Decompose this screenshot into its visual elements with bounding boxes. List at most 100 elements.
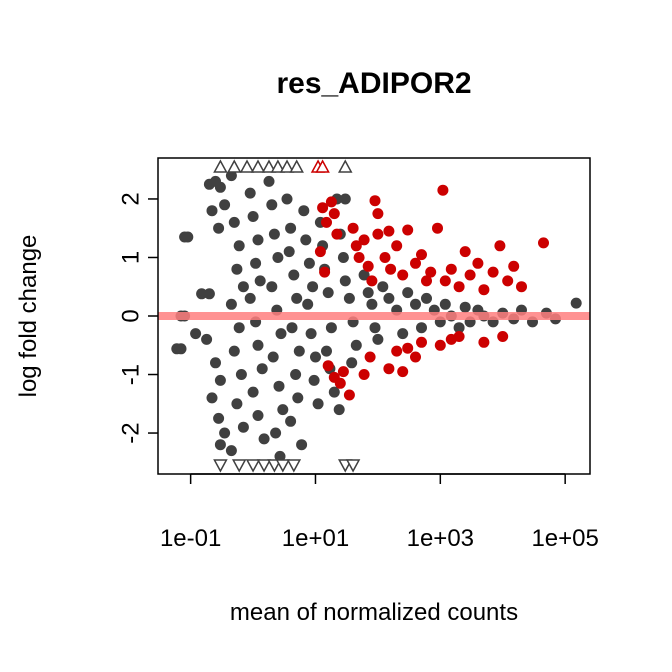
gene-point <box>303 257 315 269</box>
significant-gene-point <box>453 281 465 293</box>
significant-gene-point <box>362 260 374 272</box>
gene-point <box>362 287 374 299</box>
gene-point <box>233 322 245 334</box>
gene-point <box>201 333 213 345</box>
gene-point <box>285 222 297 234</box>
gene-point <box>272 252 284 263</box>
significant-gene-point <box>464 269 476 281</box>
gene-point <box>206 205 218 217</box>
gene-point <box>343 292 355 304</box>
clipped-high-triangle <box>213 159 228 173</box>
gene-point <box>175 343 187 355</box>
gene-point <box>346 357 358 369</box>
gene-point <box>421 292 432 304</box>
gene-point <box>182 231 194 243</box>
gene-point <box>397 328 409 340</box>
x-axis: 1e-01 1e+01 1e+03 1e+05 <box>160 473 599 552</box>
significant-gene-point <box>508 260 520 272</box>
significant-gene-point <box>385 263 397 275</box>
gene-point <box>233 240 245 252</box>
clipped-high-triangle <box>289 159 304 173</box>
significant-gene-point <box>353 252 365 263</box>
x-tick-label: 1e+01 <box>282 525 349 552</box>
clipped-high-triangle <box>250 159 266 173</box>
significant-gene-point <box>372 228 384 240</box>
gene-point <box>273 380 285 392</box>
gene-point <box>290 369 302 380</box>
clipped-high-triangle <box>337 159 353 173</box>
significant-gene-point <box>331 228 343 240</box>
y-axis-label: log fold change <box>15 235 42 398</box>
significant-gene-point <box>317 202 329 214</box>
clipped-low-triangle <box>275 459 291 473</box>
significant-gene-point <box>343 389 355 401</box>
significant-gene-point <box>337 366 349 378</box>
gene-point <box>225 445 237 457</box>
clipped-high-triangle <box>270 159 286 173</box>
significant-gene-point <box>383 225 395 237</box>
significant-gene-point <box>328 208 340 220</box>
gene-point <box>453 322 465 334</box>
significant-gene-point <box>334 377 346 389</box>
gene-point <box>228 345 240 357</box>
clipped-high-triangle <box>239 159 255 173</box>
gene-point <box>231 263 243 275</box>
significant-gene-point <box>434 339 446 351</box>
x-tick-label: 1e-01 <box>160 525 221 552</box>
significant-gene-point <box>314 246 326 258</box>
gene-point <box>459 301 471 313</box>
significant-gene-point <box>478 336 490 348</box>
significant-gene-point <box>391 345 403 357</box>
gene-point <box>196 288 208 300</box>
gene-point <box>358 269 370 281</box>
significant-gene-point <box>494 240 506 252</box>
significant-gene-point <box>391 240 403 252</box>
gene-point <box>219 199 231 211</box>
y-tick-label: 1 <box>117 251 144 264</box>
gene-point <box>291 292 303 304</box>
significant-gene-point <box>487 266 499 278</box>
gene-point <box>210 357 221 369</box>
gene-point <box>339 275 351 287</box>
significant-gene-point <box>383 363 395 375</box>
gene-point <box>235 369 247 380</box>
gene-point <box>310 351 321 363</box>
gene-point <box>268 228 280 240</box>
y-tick-label: -2 <box>117 422 144 443</box>
clipped-high-triangle <box>279 159 295 173</box>
gene-point <box>225 170 237 182</box>
gene-point <box>267 351 279 363</box>
significant-gene-point <box>319 266 331 278</box>
gene-point <box>402 287 414 299</box>
clipped-low-triangle <box>345 459 361 473</box>
points-layer <box>171 170 582 462</box>
significant-gene-point <box>425 266 437 278</box>
significant-gene-point <box>502 275 514 287</box>
gene-point <box>305 328 317 340</box>
x-tick-label: 1e+05 <box>531 525 598 552</box>
gene-point <box>328 386 340 398</box>
gene-point <box>237 281 249 293</box>
gene-point <box>213 412 225 424</box>
significant-gene-point <box>369 195 381 207</box>
significant-gene-point <box>397 366 409 378</box>
gene-point <box>312 398 324 410</box>
gene-point <box>300 234 312 246</box>
gene-point <box>286 322 298 334</box>
gene-point <box>298 205 310 217</box>
gene-point <box>274 450 286 462</box>
gene-point <box>237 421 249 433</box>
chart-title: res_ADIPOR2 <box>276 67 471 100</box>
gene-point <box>570 297 582 309</box>
gene-point <box>228 216 240 228</box>
significant-gene-point <box>397 269 409 281</box>
clipped-low-triangle <box>256 459 272 473</box>
gene-point <box>206 392 218 404</box>
x-tick-label: 1e+03 <box>407 525 474 552</box>
gene-point <box>231 398 243 410</box>
gene-point <box>225 298 237 310</box>
clipped-high-triangle <box>261 159 277 173</box>
clipped-low-triangle <box>213 459 228 473</box>
significant-gene-point <box>322 360 334 372</box>
